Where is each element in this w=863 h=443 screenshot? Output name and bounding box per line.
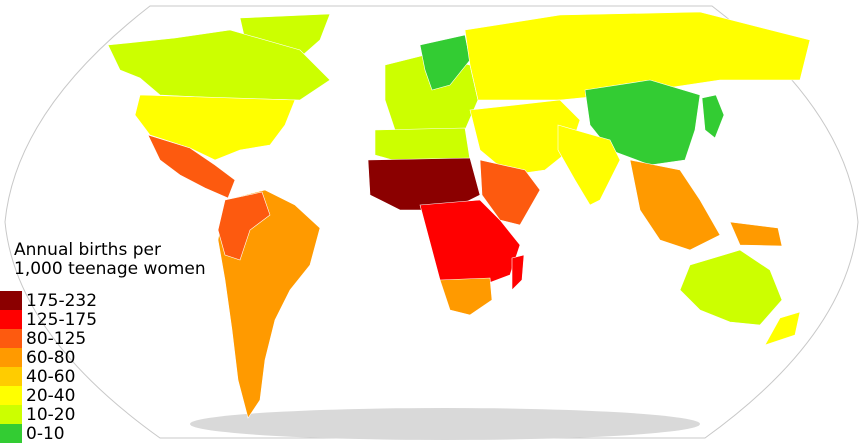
legend-label: 20-40 [26, 386, 75, 406]
legend-swatch [0, 291, 22, 310]
antarctica [190, 408, 700, 440]
legend-swatch [0, 348, 22, 367]
legend-label: 10-20 [26, 405, 75, 425]
legend-swatch [0, 367, 22, 386]
mexico-central-america [147, 134, 236, 199]
australia [679, 249, 783, 326]
east-africa [479, 159, 541, 226]
papua-new-guinea [729, 221, 783, 247]
japan [701, 94, 725, 139]
southern-africa [439, 277, 493, 316]
legend-label: 0-10 [26, 424, 65, 443]
russia [464, 11, 811, 101]
legend-swatch [0, 329, 22, 348]
middle-east-central-asia [469, 99, 581, 176]
legend: 175-232125-17580-12560-8040-6020-4010-20… [0, 291, 97, 443]
legend-label: 125-175 [26, 310, 97, 330]
legend-label: 175-232 [26, 291, 97, 311]
legend-title: 1,000 teenage women [14, 259, 206, 279]
legend-title: Annual births per [14, 240, 161, 260]
legend-swatch [0, 310, 22, 329]
india [557, 124, 621, 206]
madagascar [511, 254, 525, 291]
china [584, 79, 701, 166]
canada [107, 29, 331, 101]
legend-label: 40-60 [26, 367, 75, 387]
central-africa [419, 199, 521, 291]
legend-label: 60-80 [26, 348, 75, 368]
usa [134, 94, 296, 161]
legend-swatch [0, 405, 22, 424]
scandinavia [419, 34, 471, 91]
regions [107, 11, 811, 419]
legend-label: 80-125 [26, 329, 86, 349]
legend-swatch [0, 424, 22, 443]
andes-north [217, 191, 271, 261]
legend-swatch [0, 386, 22, 405]
southeast-asia [629, 159, 721, 251]
new-zealand [764, 311, 801, 346]
